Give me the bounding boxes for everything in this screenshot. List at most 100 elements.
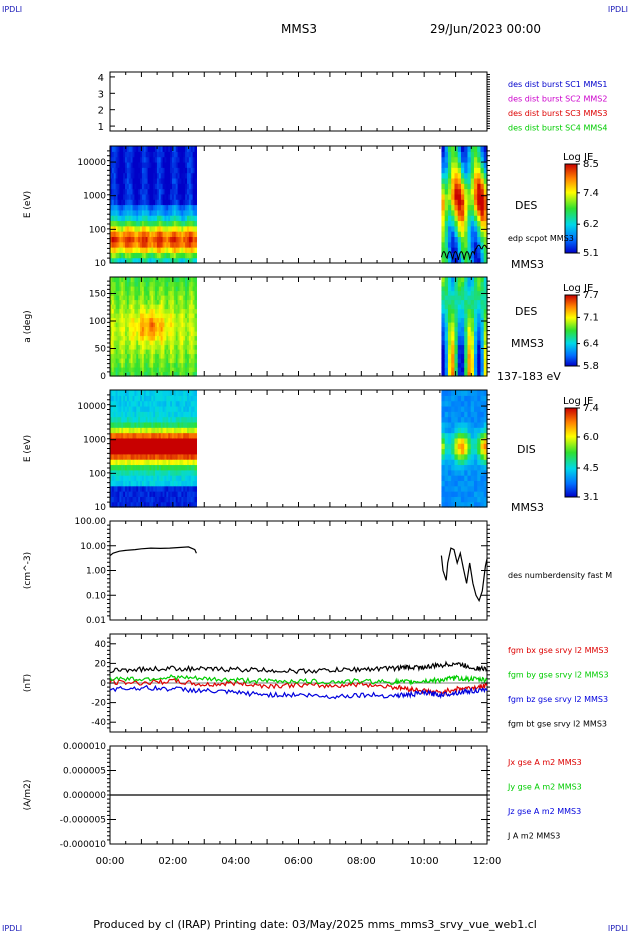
spectrogram-cell [170, 257, 173, 264]
spectrogram-cell [111, 299, 115, 305]
spectrogram-cell [147, 277, 151, 283]
spectrogram-cell [156, 209, 160, 216]
spectrogram-cell [141, 236, 145, 243]
spectrogram-cell [473, 411, 478, 418]
spectrogram-cell [117, 295, 120, 301]
spectrogram-cell [128, 349, 132, 355]
spectrogram-cell [141, 344, 145, 350]
spectrogram-cell [183, 344, 186, 350]
spectrogram-cell [181, 177, 184, 184]
spectrogram-cell [454, 427, 459, 434]
spectrogram-cell [483, 299, 488, 305]
spectrogram-cell [175, 340, 179, 346]
spectrogram-cell [173, 172, 177, 179]
spectrogram-cell [451, 432, 456, 439]
spectrogram-cell [447, 491, 452, 497]
spectrogram-cell [151, 146, 154, 152]
spectrogram-cell [168, 241, 171, 248]
spectrogram-cell [156, 501, 160, 508]
spectrogram-cell [177, 362, 181, 368]
spectrogram-cell [483, 448, 488, 455]
spectrogram-cell [173, 400, 177, 407]
spectrogram-cell [119, 172, 122, 179]
spectrogram-cell [183, 277, 186, 283]
spectrogram-cell [151, 416, 154, 423]
colorbar-tick-label: 7.7 [583, 290, 599, 301]
spectrogram-cell [187, 432, 190, 439]
spectrogram-cell [134, 443, 137, 450]
spectrogram-cell [170, 286, 173, 292]
spectrogram-cell [181, 151, 184, 158]
spectrogram-cell [181, 443, 184, 450]
spectrogram-cell [143, 277, 147, 283]
spectrogram-cell [111, 220, 115, 227]
spectrogram-cell [188, 286, 192, 292]
spectrogram-cell [457, 299, 462, 305]
spectrogram-cell [117, 151, 120, 158]
spectrogram-cell [454, 421, 459, 428]
spectrogram-cell [149, 220, 152, 227]
spectrogram-cell [160, 362, 164, 368]
spectrogram-cell [460, 405, 465, 412]
spectrogram-cell [170, 188, 173, 195]
spectrogram-cell [175, 161, 179, 168]
spectrogram-cell [123, 362, 126, 368]
spectrogram-cell [447, 236, 452, 243]
spectrogram-cell [130, 475, 134, 482]
spectrogram-cell [149, 405, 152, 412]
spectrogram-cell [140, 215, 143, 222]
spectrogram-cell [156, 220, 160, 227]
spectrogram-cell [171, 313, 175, 319]
spectrogram-cell [480, 161, 485, 168]
spectrogram-cell [164, 177, 167, 184]
spectrogram-cell [134, 286, 137, 292]
spectrogram-cell [188, 362, 192, 368]
spectrogram-cell [183, 335, 186, 341]
spectrogram-cell [128, 183, 132, 190]
spectrogram-cell [454, 501, 459, 508]
spectrogram-cell [121, 225, 124, 232]
spectrogram-cell [140, 220, 143, 227]
spectrogram-cell [473, 335, 478, 341]
spectrogram-cell [483, 161, 488, 168]
spectrogram-cell [140, 317, 143, 323]
spectrogram-cell [158, 225, 162, 232]
spectrogram-cell [119, 464, 122, 471]
spectrogram-cell [126, 295, 130, 301]
spectrogram-cell [473, 367, 478, 373]
spectrogram-cell [168, 247, 171, 253]
spectrogram-cell [110, 464, 113, 471]
spectrogram-cell [155, 480, 158, 487]
spectrogram-cell [194, 177, 197, 184]
spectrogram-cell [111, 225, 115, 232]
spectrogram-cell [447, 204, 452, 211]
spectrogram-cell [147, 501, 151, 508]
spectrogram-cell [140, 199, 143, 206]
spectrogram-cell [467, 322, 472, 328]
spectrogram-cell [183, 340, 186, 346]
spectrogram-cell [451, 448, 456, 455]
spectrogram-cell [138, 225, 141, 232]
spectrogram-cell [190, 405, 194, 412]
spectrogram-cell [171, 209, 175, 216]
spectrogram-cell [168, 220, 171, 227]
spectrogram-cell [177, 151, 181, 158]
spectrogram-cell [473, 277, 478, 283]
spectrogram-cell [130, 225, 134, 232]
spectrogram-cell [158, 156, 162, 163]
spectrogram-cell [126, 395, 130, 402]
spectrogram-cell [194, 225, 197, 232]
spectrogram-cell [467, 225, 472, 232]
spectrogram-cell [483, 464, 488, 471]
spectrogram-cell [473, 469, 478, 476]
spectrogram-cell [164, 349, 167, 355]
spectrogram-cell [175, 317, 179, 323]
spectrogram-cell [480, 257, 485, 264]
spectrogram-cell [126, 277, 130, 283]
spectrogram-cell [164, 281, 167, 287]
spectrogram-cell [126, 257, 130, 264]
spectrogram-cell [158, 161, 162, 168]
spectrogram-cell [143, 469, 147, 476]
spectrogram-cell [441, 290, 446, 296]
spectrogram-cell [158, 172, 162, 179]
